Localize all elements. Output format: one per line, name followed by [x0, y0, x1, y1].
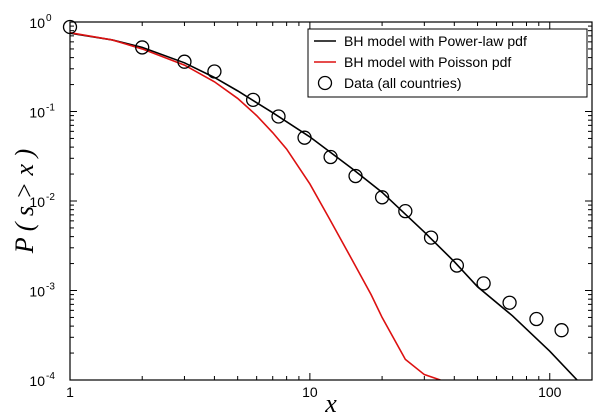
data-point	[177, 54, 192, 69]
y-tick-label: 10	[29, 105, 45, 121]
data-point	[554, 323, 569, 338]
legend-box	[307, 28, 588, 98]
data-point	[348, 168, 363, 184]
x-tick-label: 1	[66, 384, 74, 400]
y-tick-label: 10	[29, 194, 45, 210]
data-point	[529, 311, 544, 327]
data-point	[374, 190, 390, 205]
y-tick-label: 10	[29, 15, 45, 31]
x-axis-title: x	[324, 389, 337, 418]
data-point	[476, 276, 491, 291]
y-tick-exponent: 0	[46, 13, 52, 24]
legend-marker-swatch	[317, 75, 333, 91]
data-point	[207, 64, 222, 79]
data-point	[245, 92, 261, 107]
legend-label: BH model with Power-law pdf	[344, 33, 527, 49]
data-point	[398, 204, 413, 219]
data-point	[271, 109, 286, 124]
y-tick-exponent: -3	[46, 282, 55, 293]
data-point	[502, 295, 517, 310]
y-tick-exponent: -1	[46, 103, 55, 114]
y-tick-label: 10	[29, 284, 45, 300]
legend-label: BH model with Poisson pdf	[344, 54, 511, 70]
data-point	[135, 40, 150, 55]
data-point	[297, 130, 312, 145]
legend-label: Data (all countries)	[344, 75, 462, 91]
y-axis-title: P ( s > x )	[10, 149, 39, 254]
y-tick-exponent: -2	[46, 192, 55, 203]
y-tick-label: 10	[29, 373, 45, 389]
x-tick-label: 10	[302, 384, 318, 400]
data-point	[423, 230, 439, 245]
series-line-1	[70, 32, 578, 380]
y-tick-exponent: -4	[46, 371, 55, 382]
data-point	[449, 258, 465, 273]
data-point	[323, 149, 338, 165]
series-line-2	[70, 31, 441, 380]
x-tick-label: 100	[538, 384, 562, 400]
